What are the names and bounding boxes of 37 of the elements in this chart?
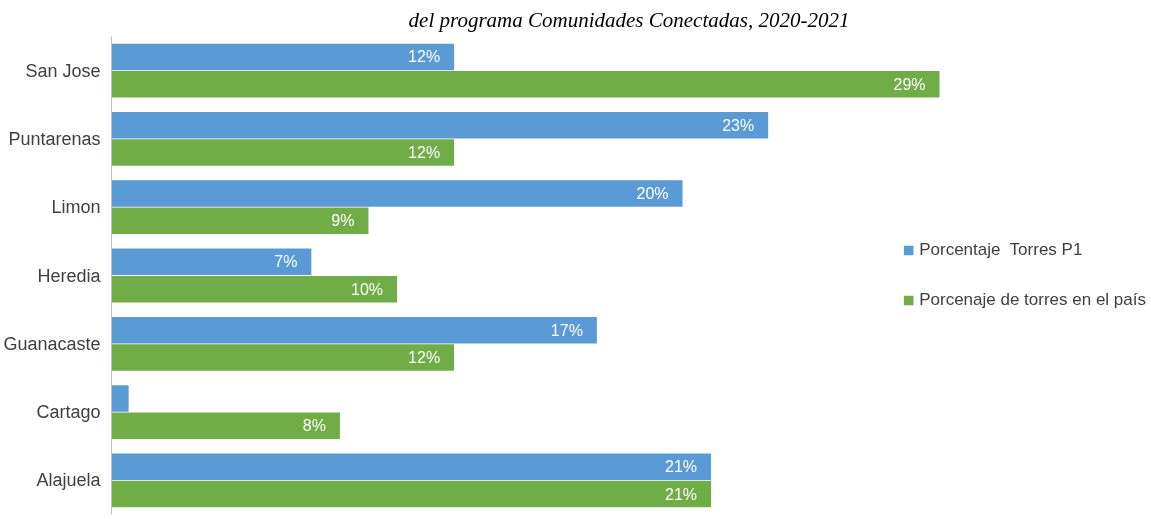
data-label: 23% [722,116,755,134]
legend-label: Porcentaje Torres P1 [919,240,1083,260]
data-label: 8% [302,417,326,435]
y-tick-label: Alajuela [36,470,102,491]
bar [111,412,340,439]
data-label: 7% [274,253,298,271]
bar [111,275,398,303]
bar [111,139,455,166]
bar [111,207,369,235]
y-tick-label: Heredia [37,265,102,286]
data-label: 12% [408,48,441,66]
legend-label: Porcenaje de torres en el país [919,290,1146,310]
data-label: 9% [331,212,355,230]
bar [111,112,769,139]
data-label: 17% [550,321,583,339]
data-label: 20% [636,185,669,203]
data-label: 21% [665,485,698,503]
bar [111,316,597,344]
chart-title: del programa Comunidades Conectadas, 2020-2021 [408,7,850,32]
data-label: 12% [408,144,441,162]
bar [111,43,455,71]
y-tick-label: Guanacaste [3,333,101,354]
data-label: 12% [408,348,441,366]
data-label: 21% [665,458,698,476]
bar [111,453,712,480]
bar [111,480,712,508]
data-label: 29% [893,75,926,93]
y-tick-label: Puntarenas [8,128,101,149]
y-tick-label: San Jose [25,60,101,81]
y-tick-label: Cartago [36,402,101,423]
bar [111,344,455,371]
bar [111,180,683,207]
y-tick-label: Limon [51,197,101,218]
data-label: 10% [350,280,384,298]
bar [111,71,940,98]
bar [111,385,129,412]
bar [111,248,312,276]
